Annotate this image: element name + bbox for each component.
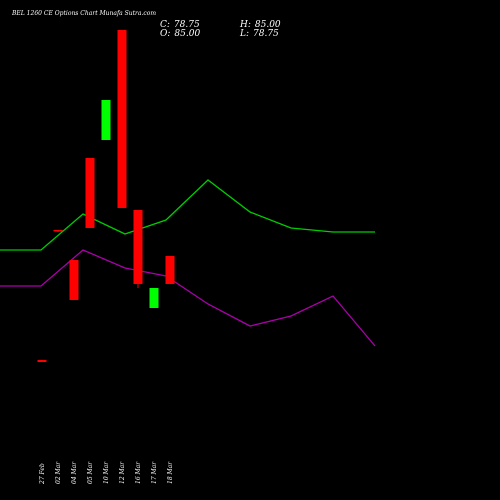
x-axis-labels: 27 Feb 02 Mar 04 Mar 05 Mar 10 Mar 12 Mar 16 M…: [39, 461, 174, 485]
indicator-line-2: [0, 249, 376, 347]
indicator-lines: [0, 179, 376, 347]
chart-title: BEL 1260 CE Options Chart Munafa Sutra.c…: [12, 10, 157, 17]
candle-4: [101, 100, 111, 140]
low-label: L:: [240, 29, 250, 39]
candle-body: [85, 158, 95, 228]
candle-0: [37, 360, 47, 362]
x-tick-label: 02 Mar: [55, 461, 62, 484]
low-readout: L: 78.75: [240, 29, 279, 39]
close-readout: C: 78.75: [160, 20, 200, 30]
x-tick-label: 27 Feb: [39, 463, 46, 485]
candle-1: [53, 230, 63, 232]
candle-6: [133, 210, 143, 288]
high-label: H:: [240, 20, 251, 30]
open-value: 85.00: [174, 29, 201, 39]
low-value: 78.75: [253, 29, 279, 39]
x-tick-label: 10 Mar: [103, 461, 110, 484]
candle-8: [165, 256, 175, 284]
indicator-line-1: [0, 179, 375, 251]
x-tick-label: 12 Mar: [119, 461, 126, 484]
candle-body: [117, 30, 127, 208]
candle-2: [69, 260, 79, 300]
candle-body: [37, 360, 47, 362]
candle-5: [117, 30, 127, 208]
x-tick-label: 17 Mar: [151, 461, 158, 484]
open-readout: O: 85.00: [160, 29, 200, 39]
x-tick-label: 16 Mar: [135, 461, 142, 484]
x-tick-label: 05 Mar: [87, 461, 94, 484]
candles: [37, 30, 175, 362]
high-readout: H: 85.00: [240, 20, 281, 30]
close-label: C:: [160, 20, 170, 30]
candle-7: [149, 288, 159, 308]
close-value: 78.75: [173, 20, 200, 30]
candle-3: [85, 158, 95, 228]
high-value: 85.00: [254, 20, 281, 30]
candle-body: [133, 210, 143, 284]
candle-body: [53, 230, 63, 232]
candle-body: [101, 100, 111, 140]
x-tick-label: 04 Mar: [71, 461, 78, 484]
open-label: O:: [160, 29, 171, 39]
candle-body: [165, 256, 175, 284]
x-tick-label: 18 Mar: [167, 461, 174, 484]
candle-body: [149, 288, 159, 308]
candle-body: [69, 260, 79, 300]
